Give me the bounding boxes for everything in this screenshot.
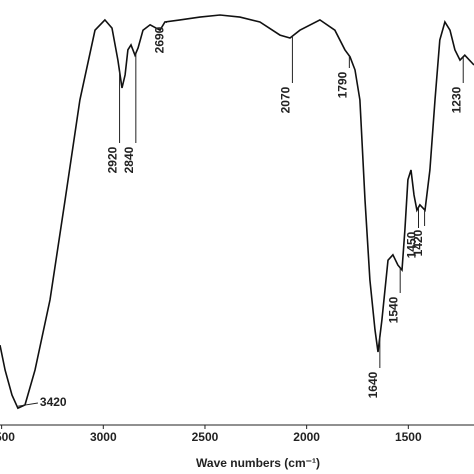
x-axis-label: Wave numbers (cm⁻¹) <box>196 456 320 470</box>
annotation-label: 2070 <box>279 86 293 113</box>
spectrum-line <box>0 14 474 410</box>
x-tick-label: 3000 <box>90 430 117 444</box>
annotation-label: 1450 <box>405 231 419 258</box>
annotation-label: 3420 <box>40 395 67 409</box>
x-tick-label: 2500 <box>192 430 219 444</box>
annotation-label: 2840 <box>122 146 136 173</box>
annotation-label: 1540 <box>386 296 400 323</box>
annotation-label: 1640 <box>366 371 380 398</box>
annotation-label: 1790 <box>336 71 350 98</box>
annotation-label: 1230 <box>449 86 463 113</box>
x-tick-label: 3500 <box>0 430 15 444</box>
x-tick-label: 1500 <box>395 430 422 444</box>
x-tick-label: 2000 <box>293 430 320 444</box>
annotation-label: 2690 <box>153 26 167 53</box>
annotation-label: 2920 <box>106 146 120 173</box>
annotation-label: 1420 <box>411 229 425 256</box>
annotation-leader <box>17 402 38 407</box>
